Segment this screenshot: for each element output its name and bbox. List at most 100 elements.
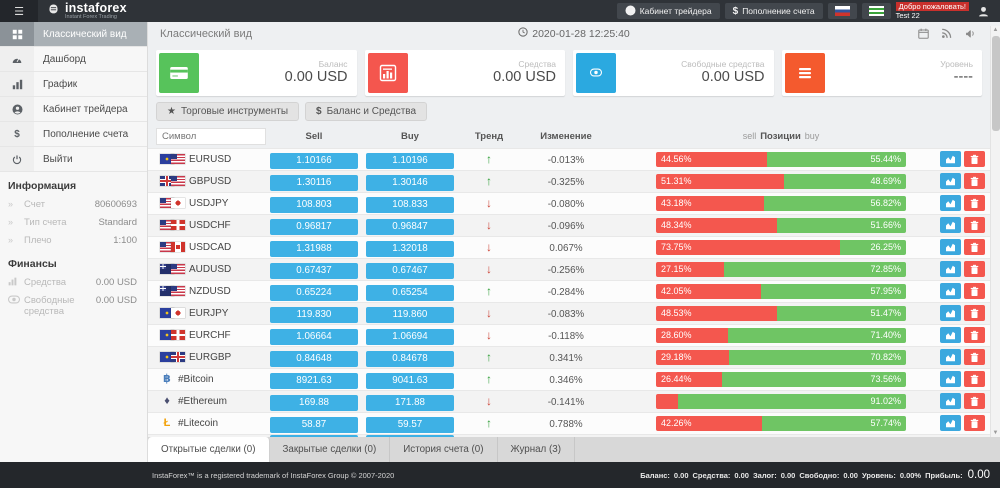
tab-журнал-3-[interactable]: Журнал (3) xyxy=(497,437,575,462)
sell-price-button[interactable]: 108.803 xyxy=(270,196,358,213)
open-chart-button[interactable] xyxy=(940,393,961,410)
buy-price-button[interactable]: 1.30146 xyxy=(366,174,454,191)
remove-symbol-button[interactable] xyxy=(964,283,985,300)
sidebar-item-пополнение-счета[interactable]: $ Пополнение счета xyxy=(0,122,147,147)
sidebar-item-классический-вид[interactable]: Классический вид xyxy=(0,22,147,47)
sell-price-button[interactable]: 0.67437 xyxy=(270,262,358,279)
scrollbar-thumb[interactable] xyxy=(991,36,1000,131)
tab-открытые-сделки-0-[interactable]: Открытые сделки (0) xyxy=(148,437,270,462)
toolbar-button-dollar[interactable]: $ Баланс и Средства xyxy=(305,102,428,122)
flag-us-icon xyxy=(171,154,185,165)
positions-bar: 73.75% 26.25% xyxy=(656,239,906,255)
sell-price-button[interactable]: 1.31988 xyxy=(270,240,358,257)
open-chart-button[interactable] xyxy=(940,261,961,278)
remove-symbol-button[interactable] xyxy=(964,195,985,212)
sell-price-button[interactable]: 8921.63 xyxy=(270,372,358,389)
buy-price-button[interactable]: 119.860 xyxy=(366,306,454,323)
sell-price-button[interactable]: 169.88 xyxy=(270,394,358,411)
user-icon xyxy=(625,4,636,18)
remove-symbol-button[interactable] xyxy=(964,239,985,256)
sell-price-button[interactable]: 1.10166 xyxy=(270,152,358,169)
buy-price-button[interactable] xyxy=(366,434,454,438)
sidebar-item-график[interactable]: График xyxy=(0,72,147,97)
toolbar-button-star[interactable]: ★ Торговые инструменты xyxy=(156,102,299,122)
positions-cell: 48.34% 51.66% xyxy=(612,217,940,233)
flag-us-icon xyxy=(160,220,174,231)
scrollbar[interactable]: ▲ ▼ xyxy=(990,26,1000,437)
language-flag-button[interactable] xyxy=(861,3,891,19)
tab-история-счета-0-[interactable]: История счета (0) xyxy=(390,437,498,462)
remove-symbol-button[interactable] xyxy=(964,327,985,344)
sell-price-button[interactable]: 119.830 xyxy=(270,306,358,323)
open-chart-button[interactable] xyxy=(940,217,961,234)
open-chart-button[interactable] xyxy=(940,305,961,322)
scroll-up-icon[interactable]: ▲ xyxy=(992,27,999,33)
language-flag-button[interactable] xyxy=(827,3,857,19)
open-chart-button[interactable] xyxy=(940,349,961,366)
topbar-button-dollar[interactable]: $ Пополнение счета xyxy=(724,3,823,19)
symbol-name: GBPUSD xyxy=(189,175,232,187)
brand[interactable]: instaforex Instant Forex Trading xyxy=(38,0,136,22)
open-chart-button[interactable] xyxy=(940,195,961,212)
calendar-icon[interactable] xyxy=(918,28,929,40)
menu-toggle-button[interactable]: ☰ xyxy=(0,0,38,22)
change-value: -0.118% xyxy=(548,331,584,343)
column-header-change[interactable]: Изменение xyxy=(540,131,592,143)
column-header-buy[interactable]: Buy xyxy=(401,131,419,143)
rss-icon[interactable] xyxy=(941,28,952,39)
column-header-sell[interactable]: Sell xyxy=(305,131,323,143)
open-chart-button[interactable] xyxy=(940,371,961,388)
sidebar-item-дашборд[interactable]: Дашборд xyxy=(0,47,147,72)
open-chart-button[interactable] xyxy=(940,151,961,168)
remove-symbol-button[interactable] xyxy=(964,415,985,432)
bottom-tabs: Открытые сделки (0) Закрытые сделки (0) Ис… xyxy=(148,437,1000,462)
buy-price-button[interactable]: 171.88 xyxy=(366,394,454,411)
sell-price-button[interactable]: 58.87 xyxy=(270,416,358,433)
symbol-filter-input[interactable] xyxy=(156,128,266,146)
buy-price-button[interactable]: 1.06694 xyxy=(366,328,454,345)
trend-cell: ↓ xyxy=(458,194,520,212)
open-chart-button[interactable] xyxy=(940,173,961,190)
positions-bar: 43.18% 56.82% xyxy=(656,195,906,211)
change-value: -0.256% xyxy=(547,265,585,277)
user-avatar-icon[interactable] xyxy=(974,5,993,18)
remove-symbol-button[interactable] xyxy=(964,349,985,366)
topbar-button-user[interactable]: Кабинет трейдера xyxy=(616,3,720,19)
buy-price-button[interactable]: 0.96847 xyxy=(366,218,454,235)
remove-symbol-button[interactable] xyxy=(964,371,985,388)
open-chart-button[interactable] xyxy=(940,415,961,432)
sell-price-button[interactable] xyxy=(270,434,358,438)
remove-symbol-button[interactable] xyxy=(964,393,985,410)
sell-cell: 8921.63 xyxy=(266,370,362,389)
sell-price-button[interactable]: 1.06664 xyxy=(270,328,358,345)
buy-price-button[interactable]: 0.84678 xyxy=(366,350,454,367)
buy-price-button[interactable]: 59.57 xyxy=(366,416,454,433)
sell-price-button[interactable]: 0.65224 xyxy=(270,284,358,301)
trend-up-icon: ↑ xyxy=(486,152,492,167)
megaphone-icon[interactable] xyxy=(964,28,976,39)
scroll-down-icon[interactable]: ▼ xyxy=(992,430,999,436)
sell-price-button[interactable]: 0.96817 xyxy=(270,218,358,235)
buy-price-button[interactable]: 1.32018 xyxy=(366,240,454,257)
sell-price-button[interactable]: 0.84648 xyxy=(270,350,358,367)
tab-закрытые-сделки-0-[interactable]: Закрытые сделки (0) xyxy=(269,437,391,462)
remove-symbol-button[interactable] xyxy=(964,217,985,234)
sell-price-button[interactable]: 1.30116 xyxy=(270,174,358,191)
buy-price-button[interactable]: 1.10196 xyxy=(366,152,454,169)
sidebar-item-кабинет-трейдера[interactable]: Кабинет трейдера xyxy=(0,97,147,122)
buy-price-button[interactable]: 9041.63 xyxy=(366,372,454,389)
remove-symbol-button[interactable] xyxy=(964,305,985,322)
open-chart-button[interactable] xyxy=(940,283,961,300)
remove-symbol-button[interactable] xyxy=(964,261,985,278)
remove-symbol-button[interactable] xyxy=(964,151,985,168)
buy-price-button[interactable]: 0.67467 xyxy=(366,262,454,279)
buy-price-button[interactable]: 0.65254 xyxy=(366,284,454,301)
buy-positions-segment: 26.25% xyxy=(840,239,906,255)
menu-icon xyxy=(784,52,825,93)
open-chart-button[interactable] xyxy=(940,327,961,344)
sidebar-item-выйти[interactable]: Выйти xyxy=(0,147,147,172)
remove-symbol-button[interactable] xyxy=(964,173,985,190)
open-chart-button[interactable] xyxy=(940,239,961,256)
column-header-trend[interactable]: Тренд xyxy=(474,131,504,143)
buy-price-button[interactable]: 108.833 xyxy=(366,196,454,213)
